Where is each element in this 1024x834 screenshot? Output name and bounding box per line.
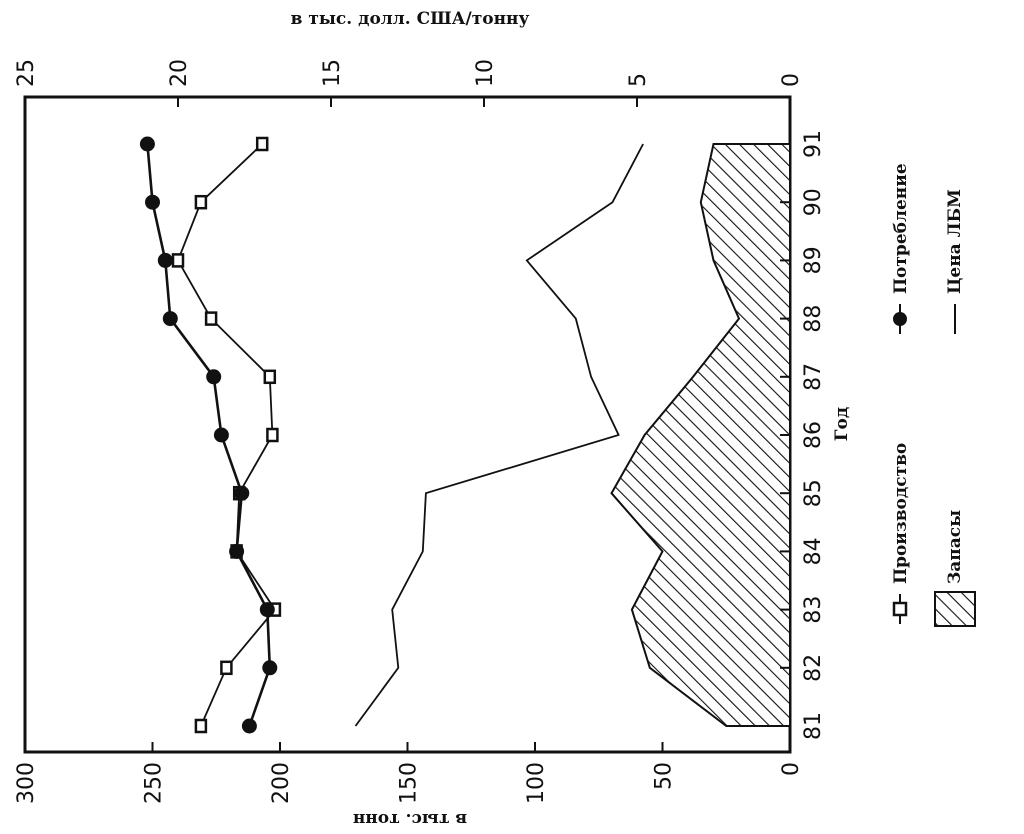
x-tick-label-84: 84 (801, 537, 826, 565)
consumption-point-88 (162, 311, 178, 327)
consumption-point-83 (259, 602, 275, 618)
y-right-tick-label-0: 0 (779, 73, 804, 87)
y-right-tick-label-5: 5 (626, 73, 651, 87)
y-right-tick-label-20: 20 (167, 59, 192, 87)
production-point-87 (263, 369, 277, 385)
production-point-89 (171, 253, 185, 268)
y-left-tick-label-0: 0 (779, 762, 804, 776)
consumption-point-85 (234, 485, 250, 501)
consumption-point-86 (213, 427, 229, 443)
production-point-91 (255, 136, 269, 152)
production-point-88 (204, 311, 218, 326)
consumption-point-81 (241, 718, 257, 734)
x-tick-label-90: 90 (801, 188, 826, 216)
y-right-tick-label-25: 25 (14, 59, 39, 87)
y-right-tick-label-10: 10 (473, 59, 498, 87)
legend-item-stocks: Запасы (934, 510, 976, 627)
legend-item-consumption: Потребление (891, 163, 911, 334)
consumption-point-91 (139, 136, 155, 152)
legend-item-production: Производство (891, 443, 911, 624)
y-right-axis-title: в тыс. долл. США/тонну (291, 9, 530, 29)
consumption-point-82 (262, 660, 278, 676)
legend-item-price: Цена ЛБМ (945, 189, 965, 334)
production-point-90 (194, 194, 208, 210)
y-left-tick-label-50: 50 (652, 762, 677, 790)
stocks-area (610, 143, 791, 727)
price-line (354, 143, 644, 727)
consumption-point-90 (145, 194, 160, 210)
legend: Производство Потребление Запасы Цена ЛБМ (891, 163, 976, 627)
y-left-tick-label-250: 250 (142, 762, 167, 804)
y-left-axis-title: в тыс. тонн (353, 809, 467, 829)
legend-label-consumption: Потребление (891, 163, 911, 294)
legend-label-price: Цена ЛБМ (945, 189, 965, 294)
consumption-point-87 (206, 369, 222, 385)
y-left-tick-label-150: 150 (397, 762, 422, 804)
production-point-86 (266, 427, 279, 443)
x-tick-label-85: 85 (801, 479, 826, 507)
y-left-tick-label-100: 100 (524, 762, 549, 804)
y-left-tick-label-200: 200 (269, 762, 294, 804)
x-tick-label-91: 91 (801, 130, 826, 158)
production-point-82 (220, 660, 233, 676)
x-tick-label-87: 87 (801, 363, 826, 391)
consumption-point-84 (229, 543, 245, 559)
legend-label-stocks: Запасы (945, 510, 965, 584)
production-point-81 (194, 718, 208, 734)
y-left-tick-label-300: 300 (14, 762, 39, 804)
x-tick-label-82: 82 (801, 654, 826, 682)
x-tick-label-89: 89 (801, 246, 826, 274)
x-tick-label-86: 86 (801, 421, 826, 449)
x-tick-label-83: 83 (801, 596, 826, 624)
x-tick-label-81: 81 (801, 712, 826, 740)
legend-label-production: Производство (891, 443, 911, 584)
x-axis-title: Год (832, 407, 852, 441)
y-right-tick-label-15: 15 (320, 59, 345, 87)
x-tick-label-88: 88 (801, 305, 826, 333)
consumption-point-89 (157, 252, 173, 268)
